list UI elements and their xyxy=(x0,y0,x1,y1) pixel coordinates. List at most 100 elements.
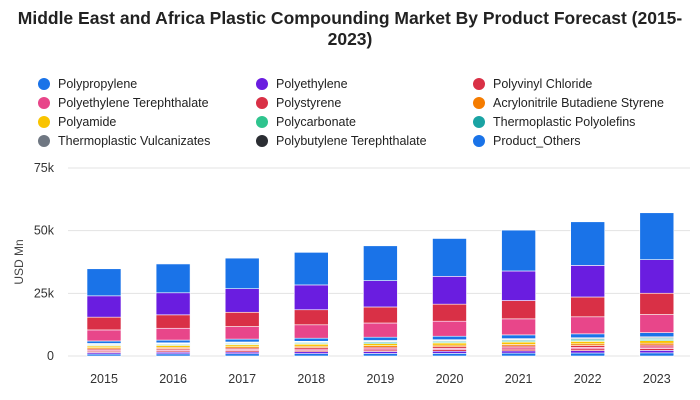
legend-item[interactable]: Polybutylene Terephthalate xyxy=(256,132,427,150)
bar-segment[interactable] xyxy=(155,353,191,357)
bar-segment[interactable] xyxy=(501,270,536,301)
bar-segment[interactable] xyxy=(570,265,606,298)
bar-segment[interactable] xyxy=(155,263,191,294)
bar-segment[interactable] xyxy=(293,343,329,347)
bar-segment[interactable] xyxy=(570,352,606,357)
legend-item[interactable]: Thermoplastic Vulcanizates xyxy=(38,132,210,150)
bar-segment[interactable] xyxy=(501,341,536,345)
legend-swatch xyxy=(38,135,50,147)
bar-segment[interactable] xyxy=(363,343,398,346)
legend-item[interactable]: Polypropylene xyxy=(38,75,137,93)
bar-segment[interactable] xyxy=(363,306,398,324)
x-axis: 2015 2016 2017 2018 2019 2020 2021 2022 2023 xyxy=(90,372,671,386)
bar-segment[interactable] xyxy=(224,311,260,327)
bar-segment[interactable] xyxy=(501,352,536,357)
bar-segment[interactable] xyxy=(570,341,606,345)
bar-segment[interactable] xyxy=(293,324,329,339)
y-tick-label: 75k xyxy=(34,161,55,175)
bar-segment[interactable] xyxy=(432,276,467,305)
x-tick-label: 2023 xyxy=(643,372,671,386)
legend-label: Polyethylene Terephthalate xyxy=(58,96,209,110)
bar-segment[interactable] xyxy=(639,259,675,294)
bar-segment[interactable] xyxy=(570,350,606,354)
legend-item[interactable]: Polycarbonate xyxy=(256,113,356,131)
bar-segment[interactable] xyxy=(501,334,536,339)
bar-segment[interactable] xyxy=(86,295,122,318)
bar-segment[interactable] xyxy=(224,338,260,343)
legend-item[interactable]: Polyamide xyxy=(38,113,116,131)
bar-segment[interactable] xyxy=(363,351,398,354)
legend-item[interactable]: Polystyrene xyxy=(256,94,341,112)
legend-item[interactable]: Polyethylene Terephthalate xyxy=(38,94,209,112)
y-tick-label: 50k xyxy=(34,224,55,238)
legend-swatch xyxy=(473,78,485,90)
bar-segment[interactable] xyxy=(155,314,191,329)
x-tick-label: 2019 xyxy=(366,372,394,386)
bar-segment[interactable] xyxy=(570,221,606,266)
bar-segment[interactable] xyxy=(293,337,329,342)
bar-segment[interactable] xyxy=(155,339,191,344)
bar-segment[interactable] xyxy=(639,212,675,260)
bar-segment[interactable] xyxy=(363,336,398,341)
bar-segment[interactable] xyxy=(432,350,467,354)
bar-segment[interactable] xyxy=(293,309,329,326)
legend-swatch xyxy=(473,135,485,147)
bar-segment[interactable] xyxy=(293,284,329,311)
bar-segment[interactable] xyxy=(363,245,398,281)
bar-segment[interactable] xyxy=(432,335,467,341)
bar-segment[interactable] xyxy=(224,353,260,357)
bar-segment[interactable] xyxy=(432,238,467,277)
legend-label: Polyamide xyxy=(58,115,117,129)
legend-label: Polyvinyl Chloride xyxy=(493,77,593,91)
bar-segment[interactable] xyxy=(570,296,606,318)
bar-segment[interactable] xyxy=(639,332,675,338)
bar-segment[interactable] xyxy=(639,352,675,357)
bar-segment[interactable] xyxy=(86,268,122,297)
bar-segment[interactable] xyxy=(224,288,260,313)
bar-segment[interactable] xyxy=(155,327,191,341)
bar-segment[interactable] xyxy=(501,229,536,272)
legend-label: Acrylonitrile Butadiene Styrene xyxy=(493,96,664,110)
legend-swatch xyxy=(256,116,268,128)
bar-segment[interactable] xyxy=(224,326,260,340)
bar-segment[interactable] xyxy=(224,257,260,289)
legend-item[interactable]: Polyethylene xyxy=(256,75,348,93)
bar-segment[interactable] xyxy=(432,342,467,346)
chart-title: Middle East and Africa Plastic Compoundi… xyxy=(17,8,683,49)
bar-segment[interactable] xyxy=(86,329,122,342)
bar-segment[interactable] xyxy=(293,353,329,357)
bar-segment[interactable] xyxy=(501,350,536,354)
bar-segment[interactable] xyxy=(86,340,122,344)
legend-item[interactable]: Thermoplastic Polyolefins xyxy=(473,113,635,131)
legend-label: Polyethylene xyxy=(276,77,348,91)
legend-swatch xyxy=(473,97,485,109)
legend-swatch xyxy=(256,78,268,90)
bar-segment[interactable] xyxy=(86,353,122,357)
bar-segment[interactable] xyxy=(570,333,606,339)
bar-segment[interactable] xyxy=(293,252,329,286)
bar-segment[interactable] xyxy=(363,353,398,357)
legend-swatch xyxy=(38,97,50,109)
bar-segment[interactable] xyxy=(86,316,122,331)
bar-segment[interactable] xyxy=(639,314,675,333)
bar-segment[interactable] xyxy=(501,318,536,336)
bar-segment[interactable] xyxy=(432,303,467,322)
bar-segment[interactable] xyxy=(639,292,675,315)
bar-segment[interactable] xyxy=(501,300,536,320)
legend-swatch xyxy=(38,78,50,90)
bar-segment[interactable] xyxy=(155,292,191,316)
bar-segment[interactable] xyxy=(363,280,398,308)
bar-segment[interactable] xyxy=(639,340,675,344)
bar-segment[interactable] xyxy=(432,320,467,337)
legend-label: Polystyrene xyxy=(276,96,342,110)
bar-segment[interactable] xyxy=(432,353,467,357)
bar-segment[interactable] xyxy=(363,322,398,338)
bar-segment[interactable] xyxy=(570,316,606,335)
x-tick-label: 2022 xyxy=(574,372,602,386)
legend-item[interactable]: Acrylonitrile Butadiene Styrene xyxy=(473,94,664,112)
legend-item[interactable]: Polyvinyl Chloride xyxy=(473,75,592,93)
bar-segment[interactable] xyxy=(639,350,675,354)
x-tick-label: 2015 xyxy=(90,372,118,386)
legend-item[interactable]: Product_Others xyxy=(473,132,581,150)
legend-label: Polycarbonate xyxy=(276,115,356,129)
